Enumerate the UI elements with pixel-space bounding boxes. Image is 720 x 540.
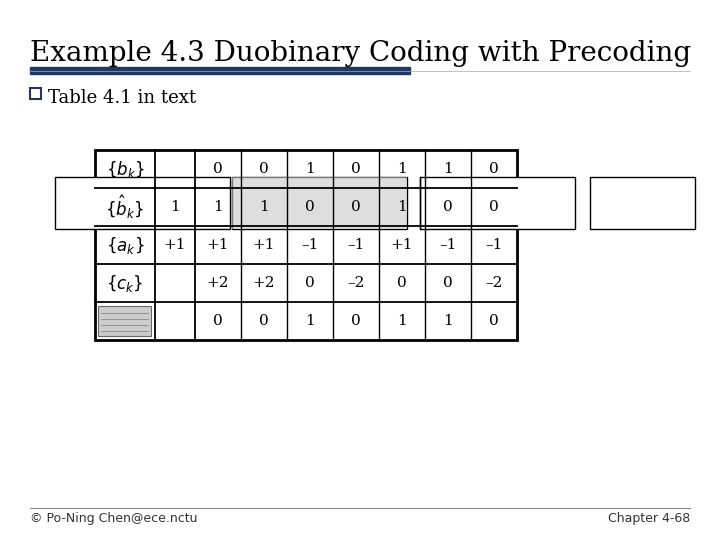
Bar	[30, 88, 41, 99]
Text: Table 4.1 in text: Table 4.1 in text	[48, 89, 196, 107]
Bar	[30, 67, 410, 74]
Text: +1: +1	[391, 238, 413, 252]
Text: 0: 0	[213, 314, 223, 328]
Text: 1: 1	[397, 162, 407, 176]
Text: 1: 1	[397, 314, 407, 328]
Text: 0: 0	[443, 200, 453, 214]
Text: 1: 1	[213, 200, 223, 214]
Text: $\{b_k\}$: $\{b_k\}$	[106, 159, 145, 179]
Text: –1: –1	[347, 238, 365, 252]
Bar	[95, 150, 517, 340]
Text: 0: 0	[489, 200, 499, 214]
Text: 0: 0	[489, 162, 499, 176]
Bar	[98, 306, 151, 336]
Text: $\{c_k\}$: $\{c_k\}$	[107, 273, 144, 294]
Text: 0: 0	[351, 162, 361, 176]
Text: $\{\hat{b}_k\}$: $\{\hat{b}_k\}$	[105, 193, 145, 221]
Text: 0: 0	[351, 200, 361, 214]
Text: +1: +1	[207, 238, 229, 252]
Text: 0: 0	[213, 162, 223, 176]
Text: –1: –1	[301, 238, 319, 252]
Text: 0: 0	[351, 314, 361, 328]
Text: © Po-Ning Chen@ece.nctu: © Po-Ning Chen@ece.nctu	[30, 512, 197, 525]
Text: –1: –1	[439, 238, 456, 252]
Text: 1: 1	[397, 200, 407, 214]
Text: –2: –2	[347, 276, 365, 290]
Text: 1: 1	[170, 200, 180, 214]
Text: 0: 0	[443, 276, 453, 290]
Text: +1: +1	[163, 238, 186, 252]
Text: Chapter 4-68: Chapter 4-68	[608, 512, 690, 525]
Bar	[232, 177, 407, 229]
Text: 1: 1	[443, 162, 453, 176]
Text: Example 4.3 Duobinary Coding with Precoding: Example 4.3 Duobinary Coding with Precod…	[30, 40, 691, 67]
Bar	[590, 177, 695, 229]
Text: 1: 1	[305, 162, 315, 176]
Text: 0: 0	[259, 314, 269, 328]
Text: $\{a_k\}$: $\{a_k\}$	[106, 234, 144, 255]
Text: 0: 0	[259, 162, 269, 176]
Text: 1: 1	[305, 314, 315, 328]
Bar	[55, 177, 230, 229]
Text: +1: +1	[253, 238, 275, 252]
Text: 0: 0	[397, 276, 407, 290]
Text: 1: 1	[259, 200, 269, 214]
Bar	[232, 177, 407, 229]
Text: 1: 1	[443, 314, 453, 328]
Text: 0: 0	[489, 314, 499, 328]
Text: –1: –1	[485, 238, 503, 252]
Bar	[420, 177, 575, 229]
Text: –2: –2	[485, 276, 503, 290]
Text: +2: +2	[207, 276, 229, 290]
Text: +2: +2	[253, 276, 275, 290]
Text: 0: 0	[305, 200, 315, 214]
Text: 0: 0	[305, 276, 315, 290]
